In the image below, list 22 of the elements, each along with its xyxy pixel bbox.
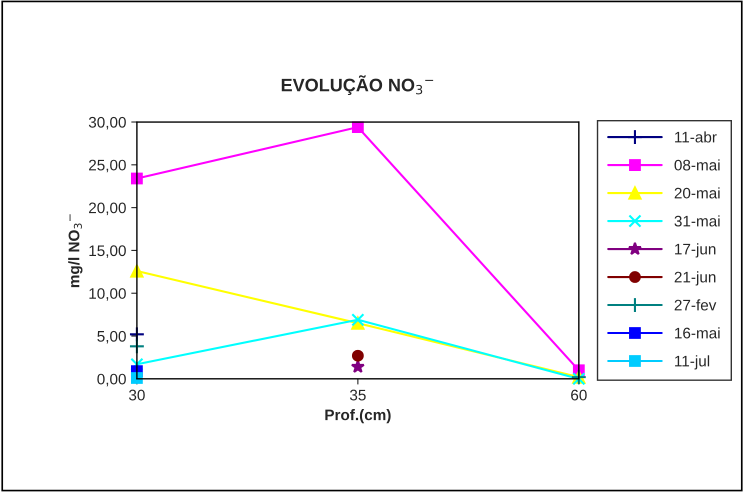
x-tick-label: 30 <box>128 390 145 400</box>
x-tick-label: 35 <box>350 390 366 400</box>
y-axis-title: mg/l NO$_{3}$$^{−}$ <box>68 214 82 288</box>
legend-label: 31-mai <box>674 215 720 227</box>
legend-label: 11-jul <box>675 355 710 370</box>
y-tick-label: 25,00 <box>89 160 126 172</box>
legend-label: 21-jun <box>674 271 716 286</box>
y-tick-label: 15,00 <box>89 245 126 258</box>
y-tick-label: 30,00 <box>88 116 126 130</box>
legend-label: 08-mai <box>674 159 720 171</box>
chart-title: EVOLUÇÃO NO$_{3}$$^{−}$ <box>282 75 434 96</box>
y-tick-label: 5,00 <box>97 330 126 344</box>
legend-label: 17-jun <box>675 243 716 258</box>
y-tick-label: 0,00 <box>97 374 126 386</box>
legend-label: 20-mai <box>674 187 720 199</box>
legend-label: 11-abr <box>675 131 717 143</box>
legend-label: 27-fev <box>674 299 716 311</box>
y-tick-label: 20,00 <box>89 202 126 216</box>
x-tick-label: 60 <box>571 390 587 400</box>
x-axis-title: Prof.(cm) <box>325 409 391 424</box>
y-tick-label: 10,00 <box>89 288 126 301</box>
legend-label: 16-mai <box>675 327 720 339</box>
